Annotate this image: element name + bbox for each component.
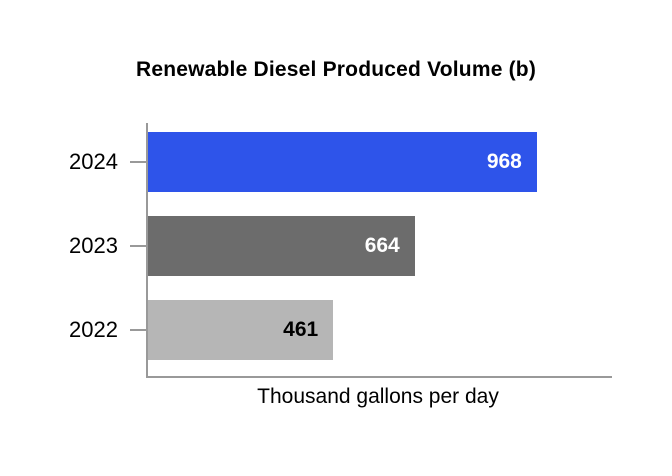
chart-title: Renewable Diesel Produced Volume (b)	[135, 58, 537, 81]
value-label-2024: 968	[486, 150, 522, 173]
bar-2022: 461	[148, 300, 334, 360]
bar-2023: 664	[148, 216, 415, 276]
category-label-2023: 2023	[69, 233, 118, 258]
axis-tick-2022	[130, 329, 146, 331]
plot-area: 968 664 461	[146, 123, 612, 378]
value-label-2022: 461	[283, 318, 319, 341]
axis-tick-2024	[130, 161, 146, 163]
value-label-2023: 664	[364, 234, 400, 257]
category-label-2024: 2024	[69, 149, 118, 174]
axis-tick-2023	[130, 245, 146, 247]
category-label-2022: 2022	[69, 317, 118, 342]
x-axis-label: Thousand gallons per day	[257, 385, 499, 408]
bar-2024: 968	[148, 132, 537, 192]
